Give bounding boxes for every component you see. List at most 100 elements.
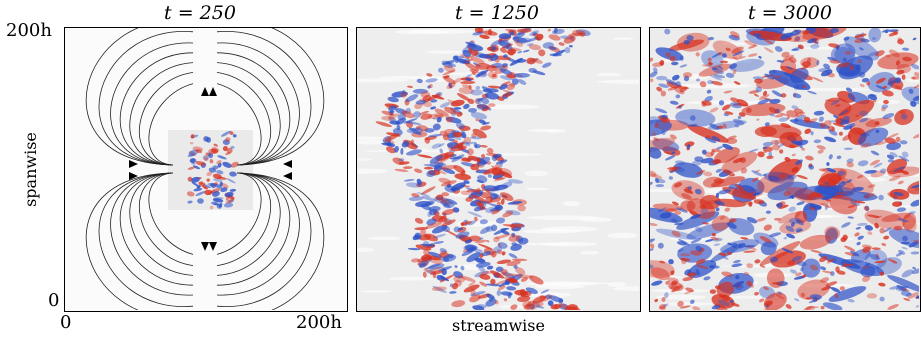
turbulent-patch [423, 249, 430, 256]
turbulent-patch [774, 140, 779, 145]
turbulent-patch [655, 184, 665, 188]
turbulent-patch [774, 293, 785, 300]
streamline [216, 83, 262, 166]
turbulent-patch [469, 49, 479, 56]
turbulent-patch [217, 162, 222, 168]
turbulent-patch [665, 52, 671, 58]
turbulent-patch [695, 52, 700, 57]
turbulent-patch [710, 75, 723, 81]
turbulent-patch [407, 247, 421, 251]
turbulent-patch [216, 169, 224, 175]
turbulent-patch [836, 155, 842, 160]
turbulent-patch [778, 117, 789, 122]
turbulent-patch [699, 81, 707, 88]
turbulent-patch [748, 90, 760, 94]
turbulent-patch [650, 264, 654, 269]
turbulent-patch [866, 81, 871, 86]
turbulent-patch [838, 131, 843, 136]
turbulent-patch [216, 203, 223, 209]
turbulent-patch [690, 299, 695, 304]
turbulent-patch [704, 137, 717, 144]
turbulent-patch [796, 229, 803, 233]
turbulent-patch [816, 145, 826, 150]
turbulent-patch [900, 241, 911, 245]
turbulent-patch [230, 161, 239, 168]
turbulent-patch [540, 289, 550, 294]
streamline-arrow [283, 160, 292, 168]
turbulent-patch [895, 136, 901, 143]
turbulent-patch [453, 275, 466, 283]
turbulent-patch [669, 100, 679, 105]
turbulent-patch [911, 183, 919, 189]
turbulent-patch [439, 275, 450, 282]
turbulent-patch [780, 32, 793, 40]
turbulent-patch [514, 289, 529, 296]
turbulent-patch [512, 258, 528, 261]
turbulent-patch [406, 127, 424, 134]
turbulent-patch [451, 300, 466, 308]
turbulent-patch [424, 233, 439, 242]
turbulent-patch [800, 267, 804, 272]
turbulent-patch [429, 154, 444, 164]
x-tick-left: 0 [60, 312, 72, 333]
turbulent-patch [506, 286, 517, 291]
panel-title-t3000: t = 3000 [748, 2, 832, 24]
turbulent-patch [757, 151, 765, 158]
large-scale-patch [710, 176, 746, 188]
turbulent-patch [434, 168, 447, 175]
turbulent-patch [732, 118, 745, 125]
turbulent-patch [650, 71, 658, 78]
turbulent-patch [403, 179, 415, 182]
turbulent-patch [472, 128, 487, 139]
streamline [85, 28, 174, 166]
turbulent-patch [650, 170, 657, 177]
turbulent-patch [512, 36, 528, 43]
turbulent-patch [402, 166, 413, 170]
turbulent-patch [688, 124, 698, 127]
turbulent-patch [786, 116, 790, 120]
large-scale-patch [710, 243, 743, 263]
turbulent-patch [650, 57, 654, 62]
turbulent-patch [650, 248, 654, 252]
turbulent-patch [901, 246, 908, 250]
turbulent-patch [746, 216, 758, 224]
turbulent-patch [721, 53, 727, 58]
turbulent-patch [479, 237, 484, 240]
turbulent-patch [432, 123, 441, 131]
turbulent-patch [857, 175, 864, 179]
turbulent-patch [679, 64, 688, 68]
turbulent-patch [714, 200, 725, 206]
turbulent-patch [579, 30, 586, 37]
turbulent-patch [204, 189, 213, 196]
turbulent-patch [875, 85, 886, 90]
turbulent-patch [475, 86, 481, 90]
turbulent-patch [671, 61, 679, 66]
turbulent-patch [855, 114, 859, 117]
turbulent-patch [660, 117, 671, 124]
turbulent-patch [819, 122, 827, 128]
turbulent-patch [899, 140, 908, 145]
y-tick-bottom: 0 [48, 290, 60, 311]
turbulent-patch [864, 169, 877, 174]
turbulent-patch [491, 73, 497, 78]
turbulent-patch [212, 173, 222, 180]
turbulent-patch [506, 74, 516, 79]
turbulent-patch [490, 278, 496, 285]
turbulent-patch [759, 94, 770, 100]
turbulent-patch [650, 238, 655, 244]
turbulent-patch [489, 192, 500, 197]
turbulent-patch [734, 184, 745, 191]
turbulent-patch [911, 64, 919, 70]
turbulent-patch [842, 57, 847, 63]
turbulent-patch [451, 130, 460, 133]
turbulent-patch [480, 271, 493, 275]
flow-streak [612, 286, 639, 292]
turbulent-patch [452, 282, 459, 290]
turbulent-patch [897, 180, 904, 185]
turbulent-patch [468, 155, 481, 162]
large-scale-patch [721, 151, 758, 174]
turbulent-patch [859, 118, 869, 123]
turbulent-patch [456, 93, 470, 101]
turbulent-patch [879, 227, 885, 234]
turbulent-patch [733, 157, 744, 164]
